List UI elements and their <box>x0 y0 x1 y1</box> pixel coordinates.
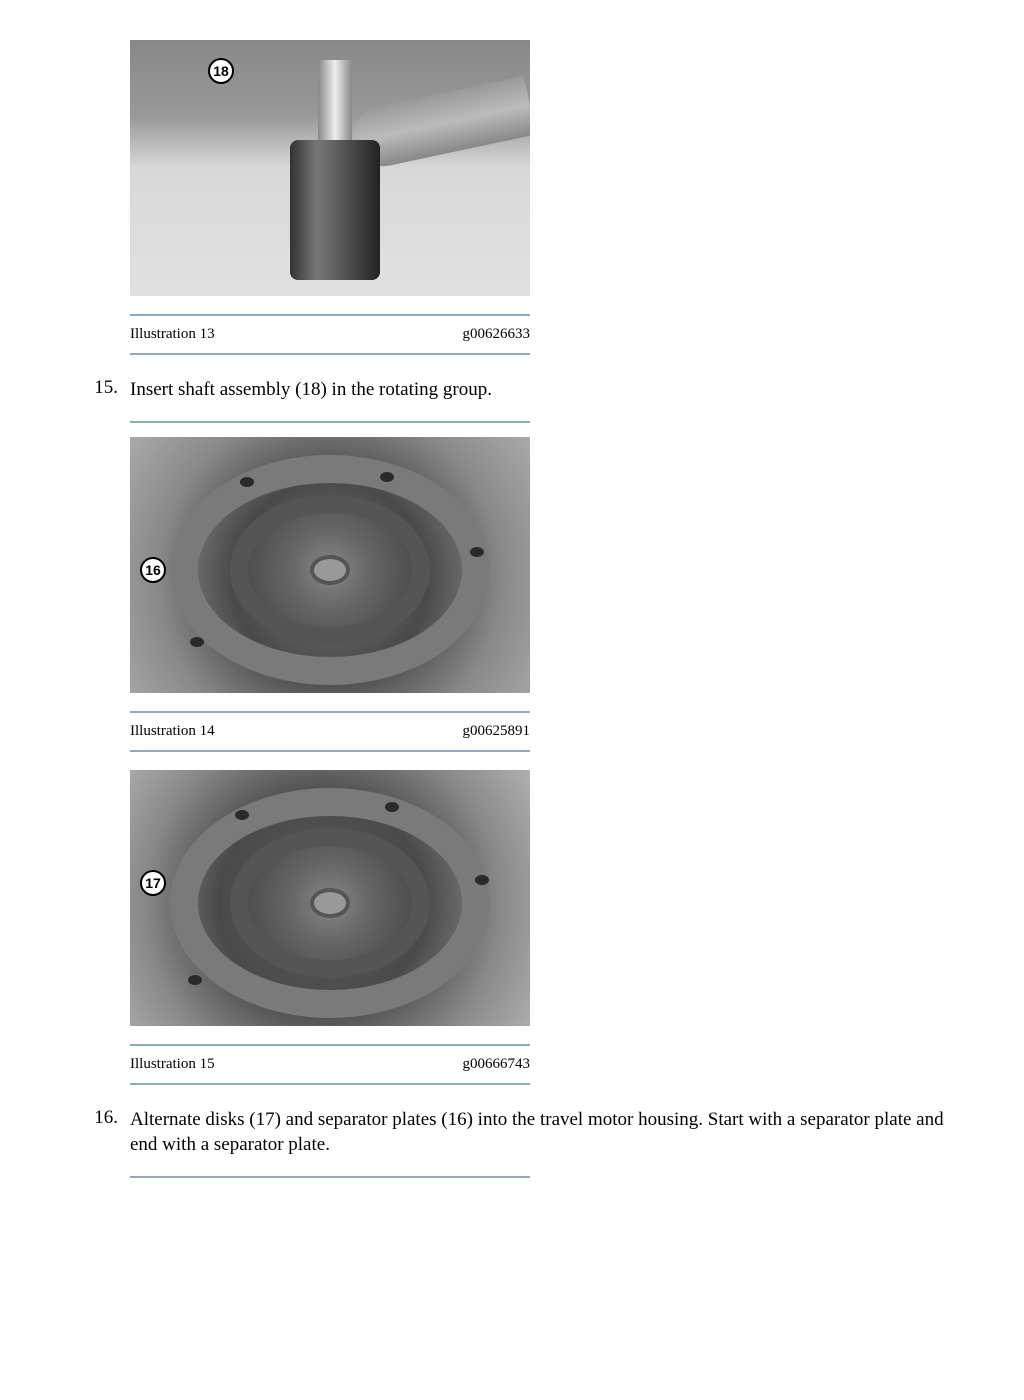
illustration-14-block: 16 Illustration 14 g00625891 <box>130 437 964 752</box>
ring-hub-graphic <box>310 888 350 918</box>
page-content: 18 Illustration 13 g00626633 15. Insert … <box>130 40 964 1178</box>
illustration-label: Illustration 14 <box>130 723 215 740</box>
illustration-13-image: 18 <box>130 40 530 296</box>
step-15: 15. Insert shaft assembly (18) in the ro… <box>88 377 964 403</box>
ring-hub-graphic <box>310 555 350 585</box>
illustration-label: Illustration 15 <box>130 1056 215 1073</box>
illustration-code: g00666743 <box>463 1056 531 1073</box>
step-divider <box>130 421 530 423</box>
illustration-code: g00626633 <box>463 326 531 343</box>
bolt-graphic <box>188 975 202 985</box>
illustration-13-block: 18 Illustration 13 g00626633 <box>130 40 964 355</box>
step-number: 15. <box>88 377 126 403</box>
step-text: Insert shaft assembly (18) in the rotati… <box>126 377 492 403</box>
illustration-15-image: 17 <box>130 770 530 1026</box>
bolt-graphic <box>190 637 204 647</box>
caption-divider-top <box>130 1044 530 1046</box>
bolt-graphic <box>470 547 484 557</box>
bolt-graphic <box>240 477 254 487</box>
caption-divider-bottom <box>130 353 530 355</box>
cylinder-graphic <box>290 140 380 280</box>
illustration-15-caption: Illustration 15 g00666743 <box>130 1056 530 1073</box>
caption-divider-bottom <box>130 1083 530 1085</box>
bolt-graphic <box>235 810 249 820</box>
illustration-15-block: 17 Illustration 15 g00666743 <box>130 770 964 1085</box>
callout-16: 16 <box>140 557 166 583</box>
step-16: 16. Alternate disks (17) and separator p… <box>88 1107 964 1158</box>
step-text: Alternate disks (17) and separator plate… <box>126 1107 964 1158</box>
caption-divider-bottom <box>130 750 530 752</box>
caption-divider-top <box>130 314 530 316</box>
illustration-code: g00625891 <box>463 723 531 740</box>
callout-18: 18 <box>208 58 234 84</box>
step-divider <box>130 1176 530 1178</box>
bolt-graphic <box>380 472 394 482</box>
caption-divider-top <box>130 711 530 713</box>
step-number: 16. <box>88 1107 126 1158</box>
bolt-graphic <box>385 802 399 812</box>
bolt-graphic <box>475 875 489 885</box>
callout-17: 17 <box>140 870 166 896</box>
illustration-label: Illustration 13 <box>130 326 215 343</box>
illustration-13-caption: Illustration 13 g00626633 <box>130 326 530 343</box>
illustration-14-image: 16 <box>130 437 530 693</box>
illustration-14-caption: Illustration 14 g00625891 <box>130 723 530 740</box>
